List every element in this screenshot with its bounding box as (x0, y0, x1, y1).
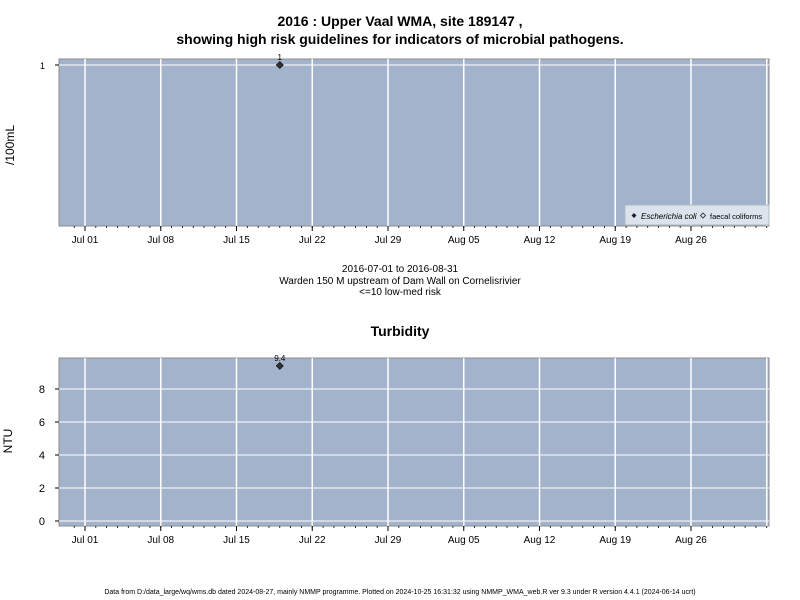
data-label: 9.4 (274, 354, 286, 363)
x-tick-label: Aug 26 (675, 235, 707, 246)
x-tick-label: Aug 26 (675, 535, 707, 546)
x-tick-label: Aug 19 (599, 535, 631, 546)
x-tick-label: Jul 22 (299, 535, 326, 546)
y-tick-label: 4 (39, 450, 45, 462)
legend-marker-open-diamond (699, 212, 707, 219)
x-tick-label: Aug 05 (448, 235, 480, 246)
turbidity-title: Turbidity (370, 323, 430, 339)
plot-panel-1 (58, 58, 770, 227)
x-tick-label: Jul 15 (223, 235, 250, 246)
x-tick-label: Aug 05 (448, 535, 480, 546)
x-tick-label: Aug 19 (599, 235, 631, 246)
data-point (275, 361, 284, 370)
x-tick-label: Jul 29 (375, 235, 402, 246)
date-range: 2016-07-01 to 2016-08-31 (341, 264, 459, 275)
y-tick-label: 2 (39, 483, 45, 495)
x-tick-label: Aug 12 (524, 235, 556, 246)
legend-box (624, 204, 770, 226)
data-label: 1 (278, 53, 283, 62)
y-tick-label: 8 (39, 384, 45, 396)
legend-label: faecal coliforms (710, 212, 762, 221)
x-tick-label: Jul 01 (72, 535, 99, 546)
x-tick-label: Jul 01 (72, 235, 99, 246)
x-tick-label: Jul 22 (299, 235, 326, 246)
y-tick-label: 0 (39, 516, 45, 528)
chart-title-line2: showing high risk guidelines for indicat… (176, 31, 624, 47)
legend-label: Escherichia coli (641, 212, 697, 221)
x-tick-label: Jul 08 (147, 235, 174, 246)
footer-note: Data from D:/data_large/wq/wms.db dated … (104, 589, 696, 596)
y-tick-label: 6 (39, 417, 45, 429)
site-description: Warden 150 M upstream of Dam Wall on Cor… (279, 276, 521, 287)
x-tick-label: Aug 12 (524, 535, 556, 546)
data-point (275, 61, 284, 69)
x-tick-label: Jul 15 (223, 535, 250, 546)
chart-title-line1: 2016 : Upper Vaal WMA, site 189147 , (277, 13, 523, 29)
x-tick-label: Jul 29 (375, 535, 402, 546)
x-tick-label: Jul 08 (147, 535, 174, 546)
legend-marker-filled-diamond (631, 213, 637, 218)
plot-panel-2 (58, 357, 770, 527)
y-tick-label: 1 (40, 61, 45, 71)
risk-note: <=10 low-med risk (359, 287, 441, 298)
